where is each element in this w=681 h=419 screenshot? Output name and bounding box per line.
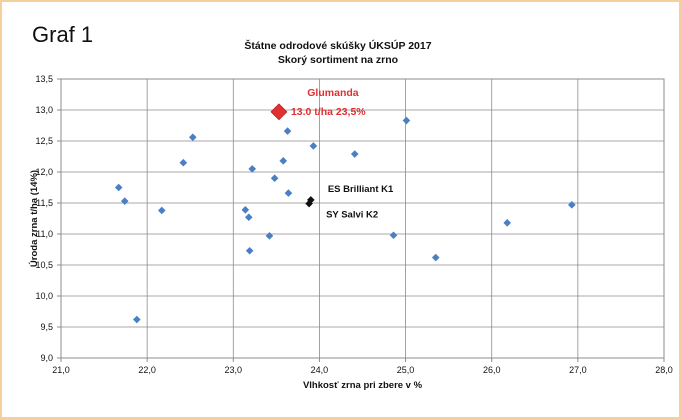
data-point <box>309 142 318 150</box>
data-point <box>402 116 411 125</box>
y-tick-label: 12,0 <box>35 167 53 177</box>
data-point <box>279 157 288 165</box>
y-tick-label: 13,5 <box>35 74 53 84</box>
data-point <box>270 174 279 182</box>
graf-label: Graf 1 <box>32 22 94 47</box>
x-tick-label: 23,0 <box>225 365 243 375</box>
data-point <box>431 253 440 262</box>
data-point <box>265 232 274 240</box>
x-tick-label: 26,0 <box>483 365 501 375</box>
data-point <box>133 315 141 324</box>
chart-subtitle: Skorý sortiment na zrno <box>278 54 398 66</box>
y-tick-label: 11,5 <box>36 198 53 208</box>
data-point <box>244 213 253 222</box>
x-tick-label: 27,0 <box>569 365 587 375</box>
reference-point-label: SY Salvi K2 <box>326 210 378 221</box>
highlight-point <box>270 103 288 121</box>
x-tick-label: 24,0 <box>311 365 329 375</box>
data-point <box>568 201 576 209</box>
y-axis-ticks: 9,0 9,5 10,0 10,5 11,0 11,5 12,0 12,5 13,0 13,5 <box>35 74 61 363</box>
y-tick-label: 10,5 <box>35 260 53 270</box>
y-axis-title: Úroda zrna t/ha (14%) <box>28 170 40 267</box>
data-point <box>245 246 254 255</box>
x-tick-label: 25,0 <box>397 365 415 375</box>
y-tick-label: 13,0 <box>35 105 53 115</box>
data-point <box>283 127 292 135</box>
data-point <box>179 158 188 167</box>
data-point <box>248 165 257 173</box>
data-point <box>120 197 129 205</box>
y-tick-label: 9,0 <box>40 353 53 363</box>
x-tick-label: 22,0 <box>138 365 156 375</box>
data-point <box>503 219 512 227</box>
x-axis-ticks: 21,0 22,0 23,0 24,0 25,0 26,0 27,0 28,0 <box>52 358 673 375</box>
chart-title: Štátne odrodové skúšky ÚKSÚP 2017 <box>244 39 431 52</box>
y-tick-label: 12,5 <box>35 136 53 146</box>
gridlines <box>61 79 664 358</box>
x-tick-label: 28,0 <box>655 365 673 375</box>
data-point <box>350 150 359 158</box>
y-tick-label: 11,0 <box>36 229 53 239</box>
highlight-name: Glumanda <box>307 87 359 99</box>
x-tick-label: 21,0 <box>52 365 70 375</box>
reference-point <box>305 199 313 208</box>
highlight-value-label: 13.0 t/ha 23,5% <box>291 106 366 118</box>
data-point <box>284 189 293 197</box>
data-point <box>389 231 398 240</box>
highlight-group: Glumanda 13.0 t/ha 23,5% <box>270 87 366 121</box>
reference-point <box>307 196 315 204</box>
x-axis-title: Vlhkosť zrna pri zbere v % <box>303 380 423 391</box>
data-point <box>188 133 197 142</box>
data-point <box>241 206 250 214</box>
data-point <box>114 183 123 192</box>
data-points <box>114 116 576 324</box>
reference-points: ES Brilliant K1 SY Salvi K2 <box>305 184 394 221</box>
reference-point-label: ES Brilliant K1 <box>328 184 394 195</box>
data-point <box>157 206 166 215</box>
y-tick-label: 10,0 <box>35 291 53 301</box>
y-tick-label: 9,5 <box>40 322 53 332</box>
plot-area <box>60 78 665 359</box>
